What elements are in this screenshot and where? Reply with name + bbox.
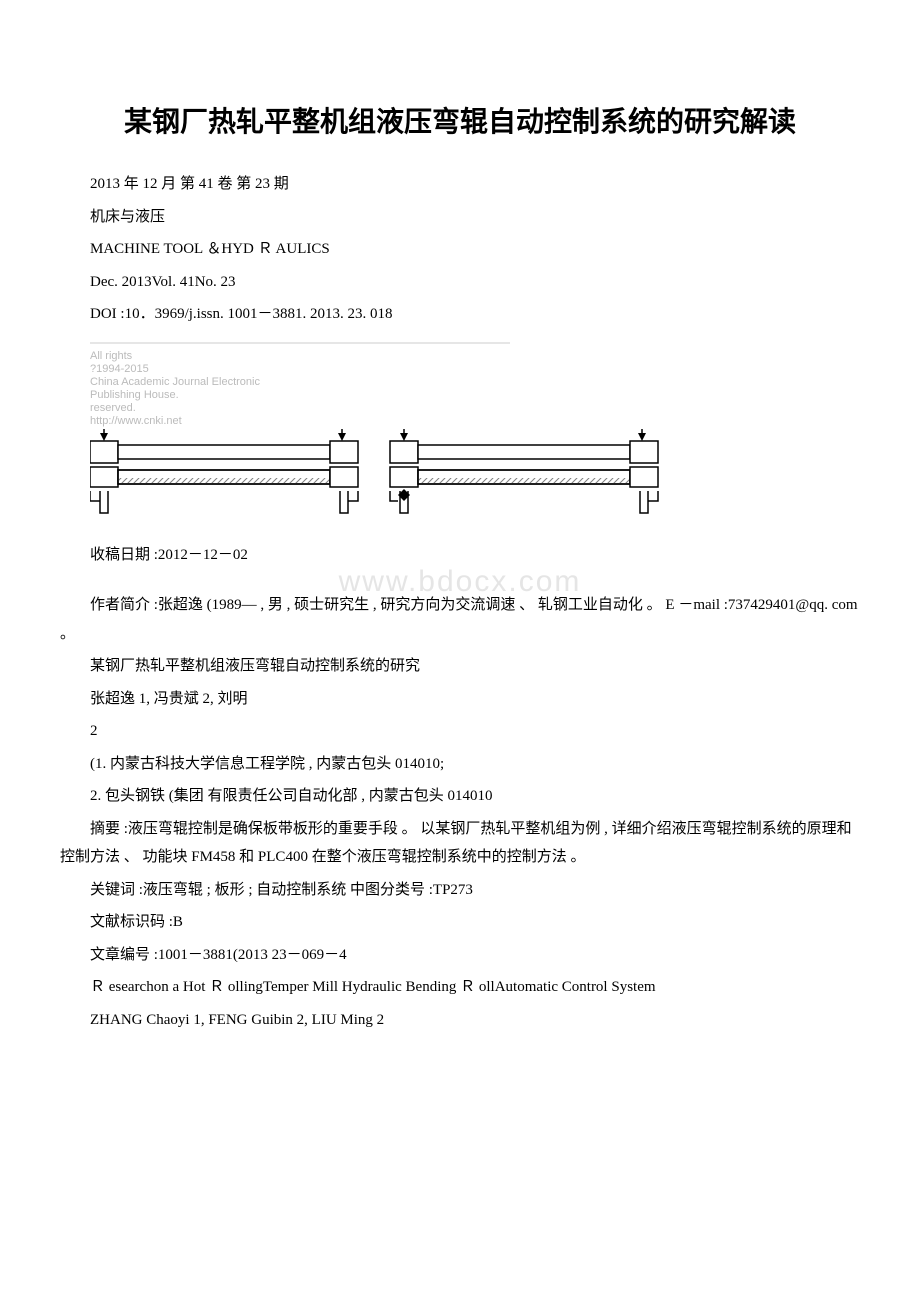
figure-watermark-6: http://www.cnki.net (90, 415, 182, 427)
journal-name-cn: 机床与液压 (60, 203, 860, 232)
article-title-cn: 某钢厂热轧平整机组液压弯辊自动控制系统的研究 (60, 652, 860, 681)
vol-info: Dec. 2013Vol. 41No. 23 (60, 268, 860, 297)
abstract-cn: 摘要 :液压弯辊控制是确保板带板形的重要手段 。 以某钢厂热轧平整机组为例 , … (60, 815, 860, 872)
keywords-cn: 关键词 :液压弯辊 ; 板形 ; 自动控制系统 中图分类号 :TP273 (60, 876, 860, 905)
doc-code: 文献标识码 :B (60, 908, 860, 937)
article-number: 文章编号 :1001－3881(2013 23－069－4 (60, 941, 860, 970)
journal-date: 2013 年 12 月 第 41 卷 第 23 期 (60, 170, 860, 199)
affiliation-2: 2. 包头钢铁 (集团 有限责任公司自动化部 , 内蒙古包头 014010 (60, 782, 860, 811)
article-title-en: Ｒ esearchon a Hot Ｒ ollingTemper Mill Hy… (60, 973, 860, 1002)
figure-watermark-3: China Academic Journal Electronic (90, 376, 260, 388)
page-title: 某钢厂热轧平整机组液压弯辊自动控制系统的研究解读 (60, 100, 860, 140)
left-roller-assembly (90, 429, 358, 513)
roller-diagram: All rights ?1994-2015 China Academic Jou… (60, 341, 860, 521)
figure-watermark-4: Publishing House. (90, 389, 179, 401)
journal-name-en: MACHINE TOOL ＆HYD Ｒ AULICS (60, 235, 860, 264)
figure-watermark-2: ?1994-2015 (90, 363, 149, 375)
authors-cn: 张超逸 1, 冯贵斌 2, 刘明 (60, 685, 860, 714)
received-date: 收稿日期 :2012－12－02 (60, 541, 860, 570)
roller-svg: All rights ?1994-2015 China Academic Jou… (90, 341, 690, 521)
right-roller-assembly (390, 429, 658, 513)
doi: DOI :10．3969/j.issn. 1001－3881. 2013. 23… (60, 300, 860, 329)
author-bio: 作者简介 :张超逸 (1989— , 男 , 硕士研究生 , 研究方向为交流调速… (60, 591, 860, 648)
authors-en: ZHANG Chaoyi 1, FENG Guibin 2, LIU Ming … (60, 1006, 860, 1035)
figure-watermark-1: All rights (90, 350, 133, 362)
figure-watermark-5: reserved. (90, 402, 136, 414)
affiliation-1: (1. 内蒙古科技大学信息工程学院 , 内蒙古包头 014010; (60, 750, 860, 779)
author-sup: 2 (60, 717, 860, 746)
